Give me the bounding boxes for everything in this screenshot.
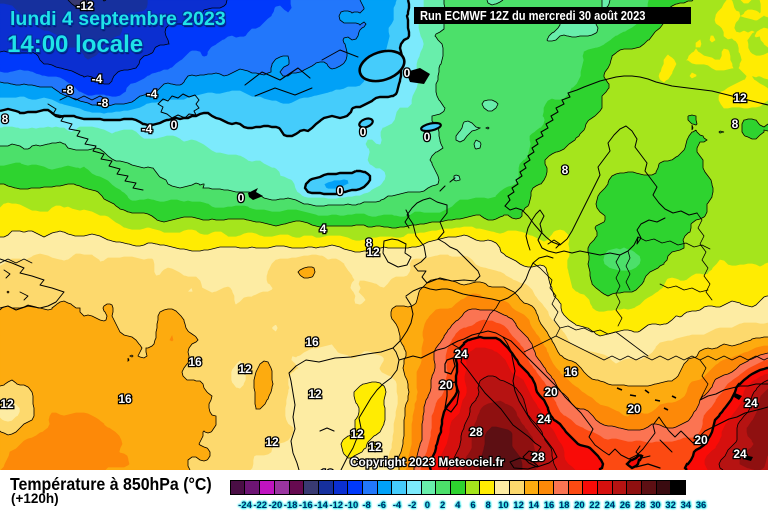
svg-text:0: 0 <box>171 118 178 132</box>
svg-text:16: 16 <box>305 335 319 349</box>
svg-text:16: 16 <box>188 355 202 369</box>
svg-text:28: 28 <box>469 425 483 439</box>
svg-text:12: 12 <box>265 435 279 449</box>
svg-text:-8: -8 <box>98 96 109 110</box>
svg-text:0: 0 <box>424 130 431 144</box>
svg-text:4: 4 <box>320 222 327 236</box>
svg-text:-4: -4 <box>142 122 153 136</box>
svg-text:20: 20 <box>627 402 641 416</box>
svg-text:0: 0 <box>238 191 245 205</box>
svg-text:8: 8 <box>732 117 739 131</box>
svg-text:24: 24 <box>733 447 747 461</box>
svg-text:16: 16 <box>118 392 132 406</box>
svg-text:12: 12 <box>733 91 747 105</box>
svg-text:Copyright 2023 Meteociel.fr: Copyright 2023 Meteociel.fr <box>350 455 504 469</box>
svg-text:24: 24 <box>744 396 758 410</box>
svg-text:0: 0 <box>337 184 344 198</box>
svg-text:0: 0 <box>404 66 411 80</box>
svg-text:12: 12 <box>238 362 252 376</box>
svg-text:12: 12 <box>308 387 322 401</box>
svg-text:12: 12 <box>366 245 380 259</box>
svg-text:20: 20 <box>439 378 453 392</box>
svg-text:12: 12 <box>0 397 14 411</box>
svg-text:28: 28 <box>531 450 545 464</box>
svg-text:-8: -8 <box>63 83 74 97</box>
svg-text:8: 8 <box>562 163 569 177</box>
svg-text:-4: -4 <box>147 87 158 101</box>
svg-text:8: 8 <box>366 236 373 250</box>
svg-text:-12: -12 <box>76 0 94 13</box>
svg-text:8: 8 <box>2 112 9 126</box>
svg-text:12: 12 <box>350 427 364 441</box>
svg-text:12: 12 <box>368 440 382 454</box>
svg-text:20: 20 <box>544 385 558 399</box>
svg-text:0: 0 <box>360 125 367 139</box>
svg-text:24: 24 <box>454 347 468 361</box>
svg-text:20: 20 <box>694 433 708 447</box>
svg-text:24: 24 <box>537 412 551 426</box>
svg-text:12: 12 <box>320 467 334 470</box>
svg-text:-4: -4 <box>92 72 103 86</box>
svg-text:16: 16 <box>564 365 578 379</box>
